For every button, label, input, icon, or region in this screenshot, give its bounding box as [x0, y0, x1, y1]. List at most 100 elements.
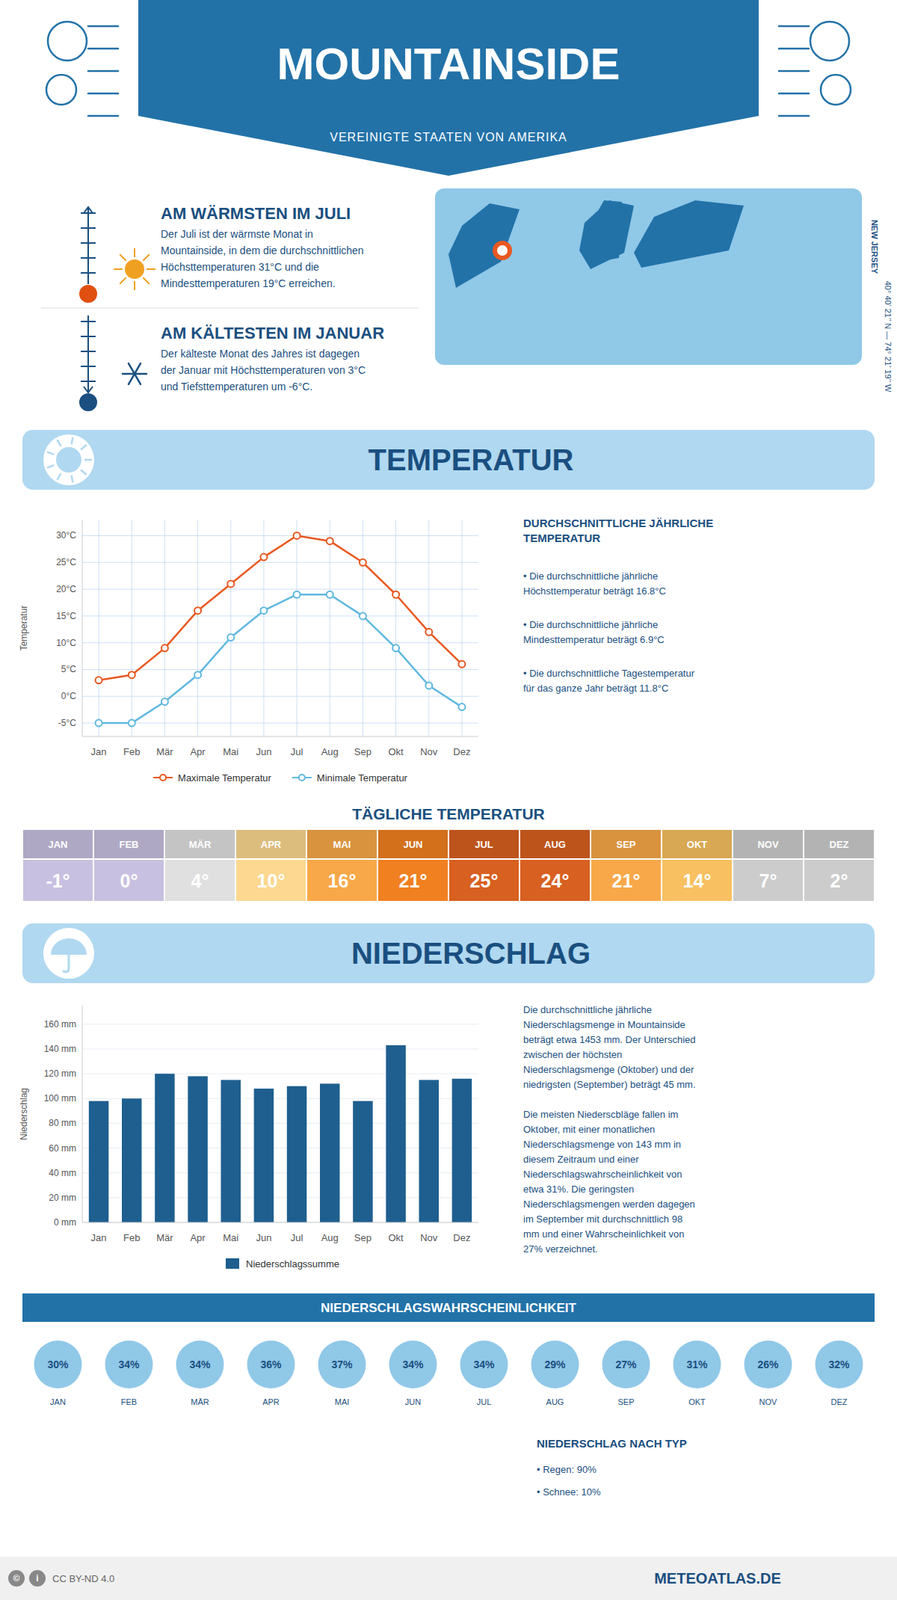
- data-label: 25°: [470, 870, 499, 892]
- data-label: 26%: [757, 1358, 779, 1371]
- y-axis-label: Temperatur: [18, 605, 30, 652]
- x-tick-label: Sep: [354, 1231, 372, 1244]
- series-marker: [95, 719, 103, 727]
- y-axis: [82, 519, 83, 737]
- series-marker: [194, 606, 202, 614]
- grid-line-y: [82, 562, 479, 563]
- y-axis: [82, 1005, 83, 1223]
- legend: Maximale Temperatur Minimale Temperatur: [153, 772, 409, 784]
- grid-line-x: [98, 519, 100, 737]
- month-header-shade: [236, 829, 306, 859]
- data-label: 30%: [47, 1358, 69, 1371]
- text-line: im September mit durchschnittlich 98: [523, 1213, 683, 1225]
- series-marker: [227, 580, 234, 587]
- legend-label: Niederschlagssumme: [245, 1258, 340, 1270]
- legend-label: Maximale Temperatur: [177, 772, 272, 784]
- series-marker: [260, 606, 267, 614]
- month-header-shade: [449, 829, 519, 859]
- month-header-cell: [307, 829, 377, 859]
- thermometer-icon: [79, 207, 98, 303]
- bar-chart: 0 mm20 mm40 mm60 mm80 mm100 mm120 mm140 …: [18, 1005, 479, 1270]
- month-header-shade: [94, 829, 164, 859]
- y-tick-label: 20°C: [56, 583, 77, 595]
- series-marker: [95, 676, 103, 684]
- text-line: mm und einer Wahrscheinlichkeit von: [523, 1228, 685, 1240]
- month-header-label: NOV: [757, 838, 779, 850]
- x-tick-label: Jun: [255, 1231, 272, 1244]
- ornament-dash: [88, 92, 119, 95]
- separator: [41, 307, 419, 309]
- continent: [590, 200, 622, 262]
- page: { "title": "MOUNTAINSIDE", "subtitle": "…: [0, 0, 897, 1600]
- footer-text: METEOATLAS.DE: [654, 1569, 782, 1587]
- y-tick-label: 80 mm: [48, 1117, 77, 1128]
- month-header-shade: [591, 829, 661, 859]
- y-tick-label: 60 mm: [48, 1142, 77, 1154]
- data-label: 34%: [118, 1358, 140, 1371]
- legend-marker: [299, 774, 305, 781]
- temperature-cell: [804, 859, 874, 901]
- state: NEW JERSEY: [870, 219, 880, 275]
- plot-area: [82, 519, 479, 737]
- ornament-dash: [88, 115, 119, 118]
- series-marker: [326, 591, 334, 598]
- text-line: Niederschlagsmengen werden dagegen: [523, 1198, 696, 1210]
- bar: [154, 1073, 175, 1223]
- warm-text: Der Juli ist der wärmste Monat inMountai…: [160, 227, 365, 290]
- thermometer-arrowhead: [83, 386, 93, 393]
- data-label: 16°: [328, 870, 357, 892]
- data-marks: [88, 1045, 472, 1223]
- grid-line-x: [296, 519, 298, 737]
- grid-line-x: [395, 519, 397, 737]
- ornament-dash: [778, 25, 809, 28]
- temperature-cell: [449, 859, 519, 901]
- y-tick-label: 10°C: [56, 637, 77, 649]
- subtitle: VEREINIGTE STAATEN VON AMERIKA: [329, 130, 567, 144]
- month-header-cell: [449, 829, 519, 859]
- precip-type-title: NIEDERSCHLAG NACH TYP: [536, 1436, 687, 1450]
- x-tick-label: Nov: [420, 1231, 439, 1244]
- sun-disc: [56, 447, 82, 473]
- x-tick-label: Jan: [91, 746, 107, 758]
- ornament-circle: [46, 74, 77, 105]
- snowflake-arm: [128, 363, 141, 385]
- plot-area: [82, 1005, 479, 1223]
- title-bar: [22, 1293, 875, 1322]
- text-line: Niederschlagsmenge in Mountainside: [523, 1018, 686, 1031]
- chart-title: TÄGLICHE TEMPERATUR: [352, 805, 545, 823]
- coordinates: 40° 40’ 21’’ N — 74° 21’ 19’’ W: [883, 281, 893, 393]
- month-label: NOV: [759, 1397, 779, 1407]
- series-marker: [161, 698, 169, 705]
- data-label: 0°: [120, 870, 139, 892]
- x-tick-label: Sep: [354, 746, 372, 758]
- x-axis: [82, 736, 479, 738]
- ornament-circle: [820, 74, 851, 105]
- text-line: Höchsttemperaturen 31°C und die: [160, 260, 320, 273]
- text-line: beträgt etwa 1453 mm. Der Unterschied: [523, 1033, 696, 1046]
- text-line: für das ganze Jahr beträgt 11.8°C: [523, 682, 669, 694]
- temperature-cell: [23, 859, 93, 901]
- text-line: Mindesttemperaturen 19°C erreichen.: [160, 277, 336, 290]
- month-header-shade: [378, 829, 448, 859]
- snowflake-icon: [122, 363, 147, 385]
- series-marker: [392, 591, 400, 598]
- legend-item: Maximale Temperatur: [153, 772, 272, 784]
- month-header-label: JUL: [474, 838, 494, 850]
- month-label: APR: [262, 1397, 280, 1407]
- text-line: zwischen der höchsten: [523, 1048, 622, 1060]
- month-label: MÄR: [190, 1397, 210, 1407]
- data-label: -1°: [45, 870, 70, 892]
- month-label: FEB: [121, 1397, 137, 1407]
- probability-dot: [673, 1340, 722, 1389]
- y-tick-label: 15°C: [56, 610, 77, 622]
- annual-temp-bullet: • Die durchschnittliche jährlicheHöchstt…: [523, 570, 667, 597]
- y-tick-label: 40 mm: [48, 1167, 77, 1179]
- legend-item: Minimale Temperatur: [292, 772, 409, 784]
- section-icon-bg: [43, 927, 95, 979]
- text-line: • Die durchschnittliche Tagestemperatur: [523, 667, 696, 679]
- probability-dot: [531, 1340, 580, 1389]
- month-header-label: APR: [260, 838, 282, 850]
- data-label: 31%: [686, 1358, 708, 1371]
- month-header-shade: [733, 829, 803, 859]
- series-marker: [128, 719, 136, 727]
